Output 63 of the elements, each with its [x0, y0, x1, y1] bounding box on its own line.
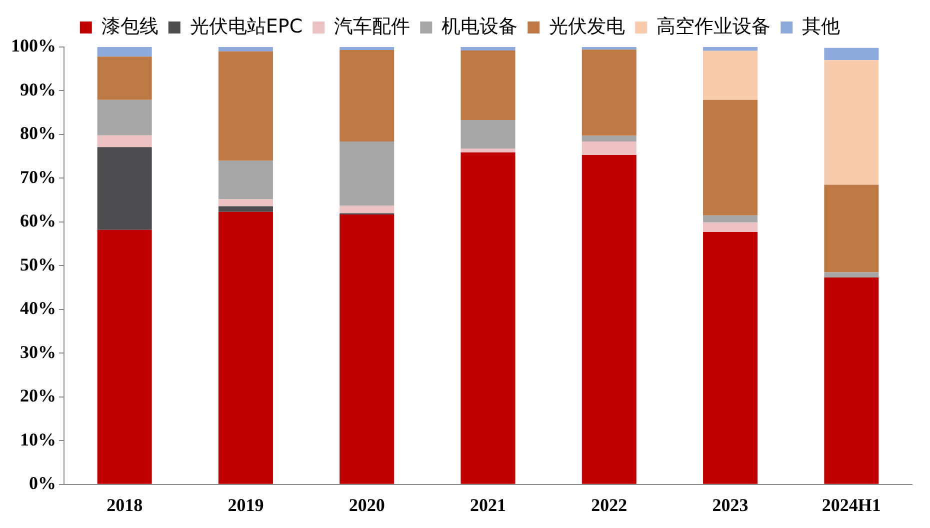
bar	[460, 47, 516, 50]
bar	[97, 100, 152, 136]
y-tick-label: 40%	[20, 298, 56, 318]
bar	[97, 56, 152, 100]
bar	[824, 48, 879, 60]
bar	[582, 141, 636, 156]
x-tick-label: 2022	[591, 494, 628, 515]
bar	[703, 222, 758, 232]
bar	[824, 278, 879, 484]
legend-label: 汽车配件	[334, 15, 410, 38]
bar	[340, 214, 394, 484]
y-tick-label: 70%	[20, 166, 56, 187]
x-tick-label: 2018	[106, 494, 143, 515]
bar	[340, 206, 394, 214]
legend-label: 机电设备	[442, 15, 518, 38]
bar	[824, 60, 879, 185]
legend-label: 高空作业设备	[656, 15, 771, 38]
bar	[218, 160, 273, 200]
bar	[340, 47, 394, 50]
bar	[97, 135, 152, 148]
bar	[703, 215, 758, 222]
x-tick-label: 2019	[228, 494, 264, 515]
bar	[824, 272, 879, 278]
bar	[703, 232, 758, 484]
y-tick-label: 10%	[20, 429, 56, 450]
bar	[460, 120, 516, 148]
bar	[460, 50, 516, 120]
y-tick-label: 80%	[20, 123, 56, 144]
bar	[340, 50, 394, 142]
bar	[460, 148, 516, 152]
bar	[218, 206, 273, 212]
x-tick-label: 2020	[348, 494, 385, 515]
legend-label: 漆包线	[101, 15, 158, 38]
bar	[582, 47, 636, 50]
x-tick-label: 2023	[712, 494, 748, 515]
bar	[97, 230, 152, 484]
bar	[582, 50, 636, 136]
y-tick-label: 20%	[20, 386, 56, 406]
y-tick-label: 100%	[11, 36, 56, 56]
bar	[460, 152, 516, 484]
y-tick-label: 0%	[29, 473, 56, 494]
bar	[97, 147, 152, 230]
bar	[703, 50, 758, 100]
bar	[218, 212, 273, 484]
y-tick-label: 60%	[20, 210, 56, 231]
y-tick-label: 50%	[20, 254, 56, 274]
legend-label: 其他	[802, 15, 840, 38]
x-tick-label: 2021	[470, 494, 506, 515]
bar	[582, 136, 636, 142]
bar	[218, 51, 273, 161]
legend-label: 光伏发电	[549, 15, 626, 38]
bar	[703, 47, 758, 51]
x-tick-label: 2024H1	[822, 494, 881, 515]
y-tick-label: 30%	[20, 342, 56, 362]
bar	[218, 47, 273, 52]
bar	[824, 184, 879, 272]
bar	[703, 100, 758, 216]
bar	[218, 199, 273, 206]
bar	[582, 155, 636, 484]
legend-label: 光伏电站EPC	[190, 15, 303, 38]
bar	[340, 141, 394, 206]
y-tick-label: 90%	[20, 79, 56, 100]
bar	[97, 47, 152, 57]
